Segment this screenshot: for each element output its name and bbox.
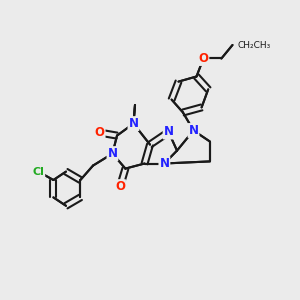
Text: N: N (164, 125, 174, 139)
Text: O: O (115, 180, 125, 193)
Text: O: O (198, 52, 208, 65)
Text: Cl: Cl (32, 167, 44, 177)
Text: O: O (94, 126, 105, 139)
Text: N: N (128, 117, 139, 130)
Text: CH₂CH₃: CH₂CH₃ (237, 40, 270, 50)
Text: N: N (188, 124, 199, 137)
Text: N: N (107, 147, 118, 160)
Text: N: N (159, 157, 170, 170)
